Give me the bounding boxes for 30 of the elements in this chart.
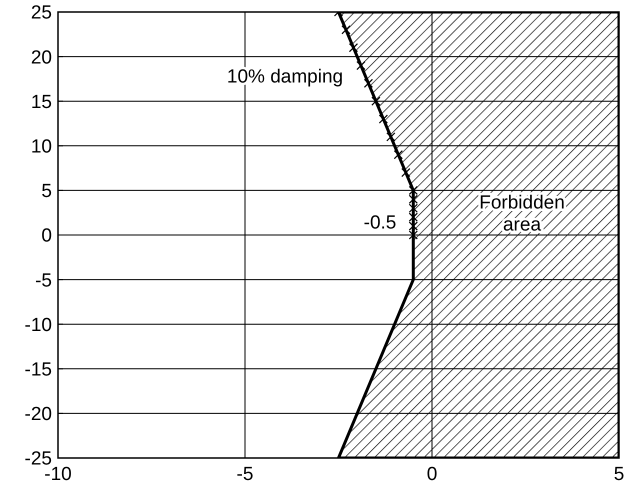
y-tick-label: 20 [30,47,52,68]
annotation: -0.5 [364,212,396,234]
y-tick-label: 0 [41,226,52,247]
y-tick-label: -10 [24,314,52,336]
x-tick-label: -5 [236,464,254,485]
y-tick-label: 10 [30,136,52,158]
y-tick-label: 25 [30,2,52,24]
point [394,150,403,160]
point [401,168,410,178]
point [364,78,374,88]
point [408,230,418,240]
point [371,96,380,106]
x-tick-label: 5 [614,464,624,485]
point [356,60,366,70]
point [408,212,418,222]
y-tick-label: -5 [35,270,52,292]
y-tick-label: 5 [41,181,52,202]
point [348,43,358,52]
point [378,114,388,124]
point [386,132,396,142]
x-tick-label: 0 [426,464,438,485]
point [408,221,418,231]
point [408,186,418,195]
point [408,204,418,213]
point [341,25,351,34]
point [408,194,418,204]
y-tick-label: -20 [24,404,52,426]
y-tick-label: -25 [24,448,52,470]
y-tick-label: -15 [24,359,52,380]
y-tick-label: 15 [30,92,52,113]
